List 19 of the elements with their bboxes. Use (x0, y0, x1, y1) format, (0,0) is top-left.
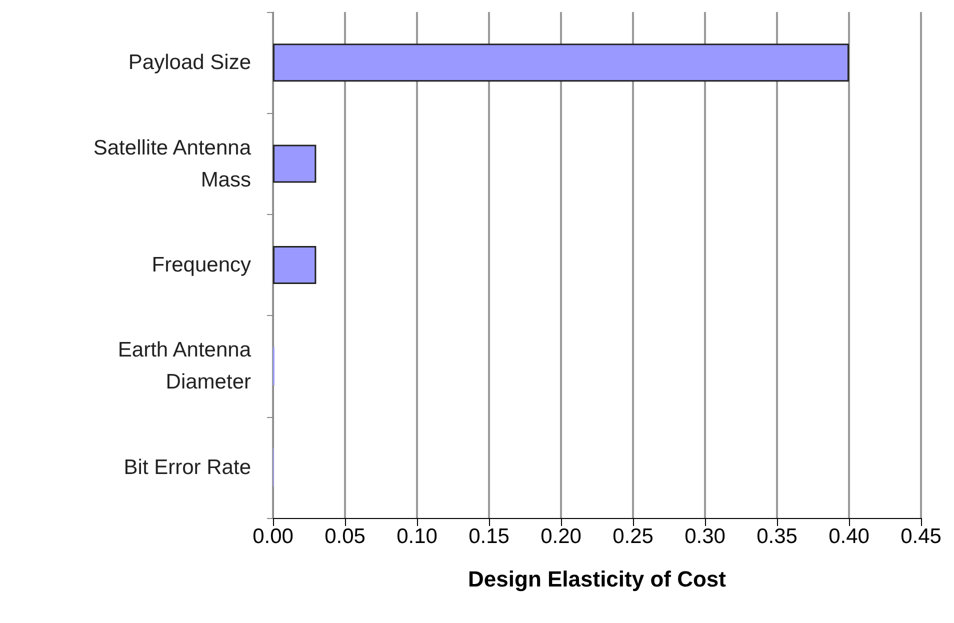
x-axis-title: Design Elasticity of Cost (468, 566, 727, 592)
bar (273, 144, 316, 183)
x-tick-label: 0.40 (828, 525, 870, 548)
x-tick-label: 0.10 (396, 525, 438, 548)
y-tick-label: Frequency (152, 254, 252, 276)
x-tick-label: 0.45 (900, 525, 942, 548)
y-tick-label: Earth Antenna Diameter (118, 338, 252, 394)
x-tick-label: 0.30 (684, 525, 726, 548)
bar (273, 44, 849, 82)
x-tick-label: 0.00 (252, 525, 294, 548)
y-tick-label: Payload Size (128, 51, 251, 74)
x-tick-label: 0.15 (468, 525, 510, 548)
y-tick-label: Bit Error Rate (124, 456, 251, 479)
x-tick-label: 0.25 (612, 525, 654, 548)
bar (273, 246, 316, 284)
y-tick-label: Satellite Antenna Mass (93, 136, 252, 192)
x-tick-label: 0.20 (540, 525, 582, 548)
x-tick-label: 0.35 (756, 525, 798, 548)
x-tick-label: 0.05 (324, 525, 366, 548)
